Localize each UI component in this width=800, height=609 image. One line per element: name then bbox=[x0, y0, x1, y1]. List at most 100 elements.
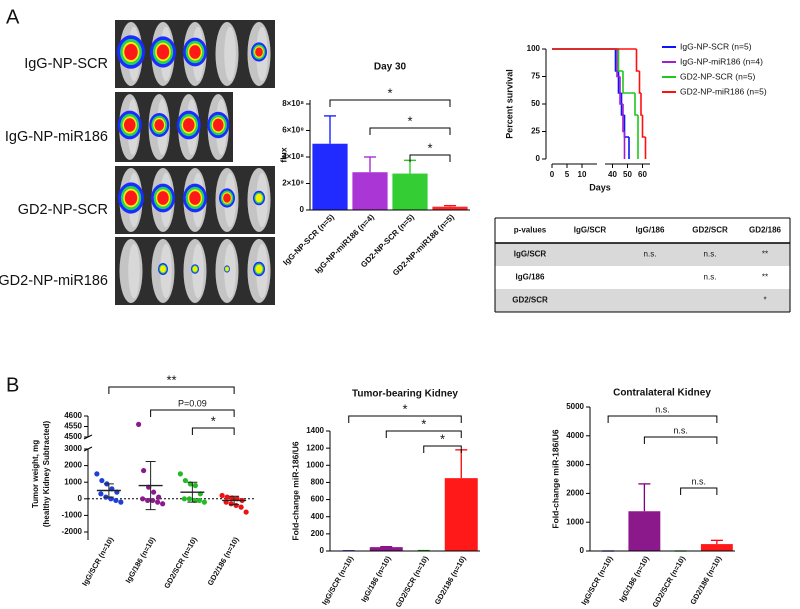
data-point bbox=[155, 499, 161, 505]
y-tick-label: 5000 bbox=[566, 402, 584, 411]
y-tick-label: 25 bbox=[531, 127, 540, 136]
signal bbox=[123, 118, 136, 132]
x-tick-label: 40 bbox=[608, 170, 617, 179]
image-label: GD2-NP-miR186 bbox=[0, 273, 108, 289]
y-axis-label: Tumor weight, mg bbox=[31, 440, 40, 508]
data-point bbox=[243, 509, 249, 515]
mouse-shade bbox=[224, 26, 236, 82]
signal bbox=[160, 265, 166, 273]
bar bbox=[444, 478, 478, 551]
table-cell: n.s. bbox=[644, 250, 657, 259]
data-point bbox=[181, 496, 187, 502]
y-tick-label: 400 bbox=[311, 512, 325, 521]
y-axis-label: Fold-change miR-186/U6 bbox=[550, 429, 560, 528]
signal bbox=[255, 193, 263, 203]
bar bbox=[369, 547, 403, 551]
survival-step bbox=[634, 93, 638, 116]
table-cell: IgG/SCR bbox=[514, 250, 547, 259]
signal bbox=[156, 44, 170, 60]
significance-bracket bbox=[108, 386, 235, 394]
data-point bbox=[177, 471, 183, 477]
data-point bbox=[145, 497, 151, 504]
data-point bbox=[160, 501, 166, 507]
x-tick-label: 0 bbox=[550, 170, 555, 179]
survival-step bbox=[616, 49, 620, 78]
y-tick-label: -2000 bbox=[62, 527, 83, 536]
bar bbox=[432, 206, 468, 210]
sd-bar bbox=[145, 460, 156, 511]
data-point bbox=[196, 497, 202, 504]
y-tick-label: 2000 bbox=[64, 461, 82, 470]
legend-label: IgG-NP-SCR (n=5) bbox=[680, 41, 752, 51]
y-tick-label: 4×10⁸ bbox=[282, 152, 304, 161]
data-point bbox=[151, 489, 157, 495]
significance-label: P=0.09 bbox=[178, 398, 207, 408]
signal bbox=[154, 119, 165, 131]
significance-bracket bbox=[150, 409, 235, 417]
mouse-shade bbox=[128, 243, 140, 299]
data-point bbox=[156, 494, 162, 500]
y-tick-label: 75 bbox=[531, 72, 540, 81]
signal bbox=[255, 264, 263, 274]
significance-label: * bbox=[407, 113, 412, 128]
data-point bbox=[192, 482, 198, 489]
table-row-shade bbox=[495, 289, 790, 312]
y-tick-label: 0 bbox=[536, 154, 541, 163]
data-point bbox=[238, 504, 244, 510]
y-tick-label: 4000 bbox=[566, 431, 584, 440]
signal bbox=[124, 43, 138, 61]
y-tick-label: 600 bbox=[311, 495, 325, 504]
bar bbox=[628, 511, 661, 551]
table-header: GD2/186 bbox=[749, 226, 782, 235]
y-axis-label: Fold-change miR-186/U6 bbox=[290, 441, 300, 540]
data-point bbox=[141, 467, 147, 474]
y-tick-label: 100 bbox=[527, 44, 541, 53]
panel-label: B bbox=[6, 374, 19, 396]
signal bbox=[255, 47, 263, 57]
table-header: IgG/186 bbox=[636, 226, 665, 235]
survival-step bbox=[617, 49, 623, 72]
data-point bbox=[182, 477, 188, 484]
panel-label: A bbox=[6, 6, 20, 28]
x-tick-label: 60 bbox=[638, 170, 647, 179]
survival-step bbox=[619, 76, 623, 105]
y-tick-label: 3000 bbox=[64, 444, 82, 453]
y-tick-label: 0 bbox=[300, 205, 305, 214]
mouse-shade bbox=[224, 243, 236, 299]
significance-bracket bbox=[369, 127, 451, 135]
image-label: IgG-NP-miR186 bbox=[5, 129, 108, 145]
data-point bbox=[140, 496, 146, 502]
table-header: p-values bbox=[514, 226, 547, 235]
y-tick-label: 3000 bbox=[566, 460, 584, 469]
bar bbox=[312, 143, 348, 210]
data-point bbox=[99, 477, 105, 484]
y-axis-label: Percent survival bbox=[504, 69, 514, 139]
sd-bar bbox=[187, 481, 198, 503]
significance-bracket bbox=[409, 154, 451, 162]
x-tick-label: 5 bbox=[565, 170, 570, 179]
x-tick-label: 10 bbox=[578, 170, 587, 179]
y-tick-label: 1000 bbox=[64, 477, 82, 486]
significance-bracket bbox=[191, 427, 235, 435]
y-tick-label: 200 bbox=[311, 529, 325, 538]
table-cell: IgG/186 bbox=[516, 273, 545, 282]
chart-title: Day 30 bbox=[374, 62, 407, 73]
significance-bracket bbox=[643, 436, 718, 444]
sd-bar bbox=[229, 495, 240, 506]
y-tick-label: 4550 bbox=[64, 422, 82, 431]
significance-label: * bbox=[211, 413, 216, 428]
significance-label: ** bbox=[166, 372, 176, 387]
signal bbox=[182, 118, 195, 132]
y-tick-label: 0 bbox=[320, 546, 325, 555]
significance-label: n.s. bbox=[691, 476, 706, 486]
y-tick-label: -1000 bbox=[62, 511, 83, 520]
data-point bbox=[136, 421, 142, 427]
y-tick-label: 1000 bbox=[566, 517, 584, 526]
y-axis-label: flux bbox=[278, 147, 288, 162]
sd-bar bbox=[103, 483, 114, 498]
y-tick-label: 0 bbox=[580, 546, 585, 555]
significance-label: n.s. bbox=[673, 425, 688, 435]
y-tick-label: 0 bbox=[78, 494, 83, 503]
